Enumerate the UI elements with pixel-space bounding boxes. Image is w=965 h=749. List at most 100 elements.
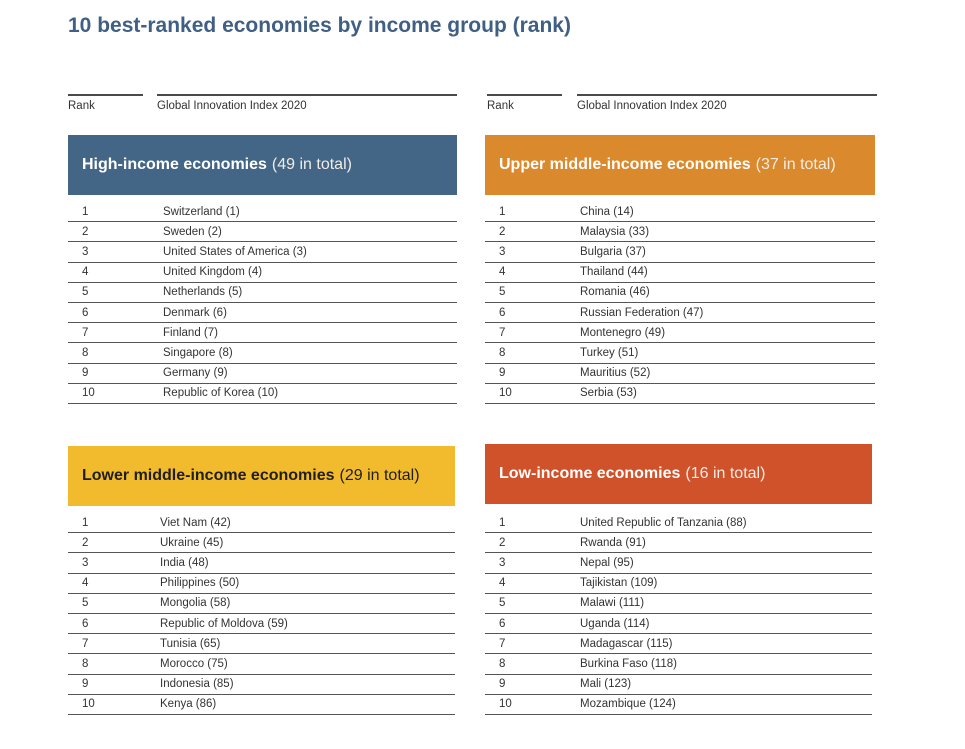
banner-low-income: Low-income economies (16 in total) (485, 444, 872, 504)
panel-lower-middle-income: Lower middle-income economies (29 in tot… (68, 446, 455, 715)
panel-high-income: High-income economies (49 in total) 1 Swi… (68, 135, 457, 404)
table-row: 2 Rwanda (91) (485, 533, 872, 554)
table-row: 2 Sweden (2) (68, 222, 457, 243)
table-row: 4 Philippines (50) (68, 574, 455, 594)
economy-cell: India (48) (160, 556, 209, 569)
economy-cell: Thailand (44) (580, 266, 648, 279)
table-row: 6 Russian Federation (47) (485, 303, 875, 324)
index-column-header-left: Global Innovation Index 2020 (157, 94, 457, 114)
economy-cell: Nepal (95) (580, 556, 634, 569)
table-row: 7 Tunisia (65) (68, 634, 455, 655)
group-total: (37 in total) (755, 156, 836, 173)
economy-cell: Malawi (111) (580, 597, 645, 610)
economy-cell: Finland (7) (163, 326, 218, 339)
economy-cell: Mongolia (58) (160, 597, 231, 610)
group-total: (29 in total) (339, 467, 420, 484)
table-row: 7 Madagascar (115) (485, 634, 872, 655)
economy-cell: China (14) (580, 205, 634, 218)
banner-lower-middle-income: Lower middle-income economies (29 in tot… (68, 446, 455, 506)
table-row: 10 Mozambique (124) (485, 695, 872, 715)
table-row: 9 Mauritius (52) (485, 364, 875, 384)
table-row: 5 Romania (46) (485, 283, 875, 303)
table-row: 6 Uganda (114) (485, 614, 872, 635)
economy-cell: Republic of Moldova (59) (160, 617, 288, 630)
table-row: 8 Burkina Faso (118) (485, 654, 872, 675)
table-row: 9 Mali (123) (485, 675, 872, 695)
group-name: Lower middle-income economies (82, 467, 335, 484)
economy-cell: Russian Federation (47) (580, 306, 704, 319)
economy-cell: Philippines (50) (160, 577, 240, 590)
table-row: 2 Malaysia (33) (485, 222, 875, 243)
table-row: 4 United Kingdom (4) (68, 263, 457, 283)
economy-cell: Uganda (114) (580, 617, 650, 630)
table-row: 8 Turkey (51) (485, 343, 875, 364)
table-row: 5 Malawi (111) (485, 594, 872, 614)
economy-cell: United States of America (3) (163, 245, 307, 258)
table-row: 3 Nepal (95) (485, 553, 872, 574)
panel-low-income: Low-income economies (16 in total) 1 Unit… (485, 444, 872, 715)
table-row: 3 India (48) (68, 553, 455, 574)
economy-cell: Morocco (75) (160, 657, 228, 670)
table-row: 9 Germany (9) (68, 364, 457, 384)
rank-column-header-right: Rank (487, 94, 562, 114)
economy-cell: Malaysia (33) (580, 225, 650, 238)
economy-cell: Burkina Faso (118) (580, 657, 677, 670)
economy-cell: Singapore (8) (163, 346, 233, 359)
table-row: 6 Denmark (6) (68, 303, 457, 324)
banner-upper-middle-income: Upper middle-income economies (37 in tot… (485, 135, 875, 195)
economy-cell: Mauritius (52) (580, 367, 651, 380)
table-row: 1 Switzerland (1) (68, 202, 457, 223)
table-row: 2 Ukraine (45) (68, 533, 455, 554)
table-row: 1 United Republic of Tanzania (88) (485, 513, 872, 534)
table-row: 6 Republic of Moldova (59) (68, 614, 455, 635)
economy-cell: Rwanda (91) (580, 536, 646, 549)
table-row: 1 China (14) (485, 202, 875, 223)
economy-cell: Germany (9) (163, 367, 228, 380)
economy-cell: Serbia (53) (580, 387, 637, 400)
economy-cell: Switzerland (1) (163, 205, 240, 218)
panel-upper-middle-income: Upper middle-income economies (37 in tot… (485, 135, 875, 404)
economy-cell: Mali (123) (580, 678, 632, 691)
group-name: Upper middle-income economies (499, 156, 751, 173)
table-row: 9 Indonesia (85) (68, 675, 455, 695)
economy-cell: United Kingdom (4) (163, 266, 263, 279)
economy-cell: Tunisia (65) (160, 637, 221, 650)
table-row: 10 Republic of Korea (10) (68, 384, 457, 404)
economy-cell: Republic of Korea (10) (163, 387, 279, 400)
banner-high-income: High-income economies (49 in total) (68, 135, 457, 195)
table-row: 3 United States of America (3) (68, 242, 457, 263)
rank-list: 1 United Republic of Tanzania (88) 2 Rwanda… (485, 513, 872, 715)
table-row: 7 Montenegro (49) (485, 323, 875, 344)
economy-cell: Romania (46) (580, 286, 650, 299)
table-row: 3 Bulgaria (37) (485, 242, 875, 263)
table-row: 8 Singapore (8) (68, 343, 457, 364)
economy-cell: Bulgaria (37) (580, 245, 646, 258)
economy-cell: Madagascar (115) (580, 637, 673, 650)
rank-list: 1 Viet Nam (42) 2 Ukraine (45) 3 India (48) 4 P… (68, 513, 455, 715)
table-row: 8 Morocco (75) (68, 654, 455, 675)
table-row: 5 Netherlands (5) (68, 283, 457, 303)
group-name: Low-income economies (499, 465, 681, 482)
economy-cell: Ukraine (45) (160, 536, 224, 549)
group-total: (16 in total) (685, 465, 766, 482)
economy-cell: Netherlands (5) (163, 286, 243, 299)
table-row: 10 Serbia (53) (485, 384, 875, 404)
economy-cell: Viet Nam (42) (160, 516, 231, 529)
rank-column-header-left: Rank (68, 94, 143, 114)
economy-cell: Mozambique (124) (580, 698, 676, 711)
economy-cell: Indonesia (85) (160, 678, 234, 691)
economy-cell: Kenya (86) (160, 698, 217, 711)
group-total: (49 in total) (271, 156, 352, 173)
economy-cell: Turkey (51) (580, 346, 639, 359)
table-row: 1 Viet Nam (42) (68, 513, 455, 534)
economy-cell: United Republic of Tanzania (88) (580, 516, 747, 529)
table-row: 7 Finland (7) (68, 323, 457, 344)
rank-list: 1 Switzerland (1) 2 Sweden (2) 3 United State… (68, 202, 457, 404)
economy-cell: Tajikistan (109) (580, 577, 658, 590)
table-row: 10 Kenya (86) (68, 695, 455, 715)
group-name: High-income economies (82, 156, 267, 173)
economy-cell: Denmark (6) (163, 306, 227, 319)
table-row: 5 Mongolia (58) (68, 594, 455, 614)
economy-cell: Sweden (2) (163, 225, 222, 238)
index-column-header-right: Global Innovation Index 2020 (577, 94, 877, 114)
